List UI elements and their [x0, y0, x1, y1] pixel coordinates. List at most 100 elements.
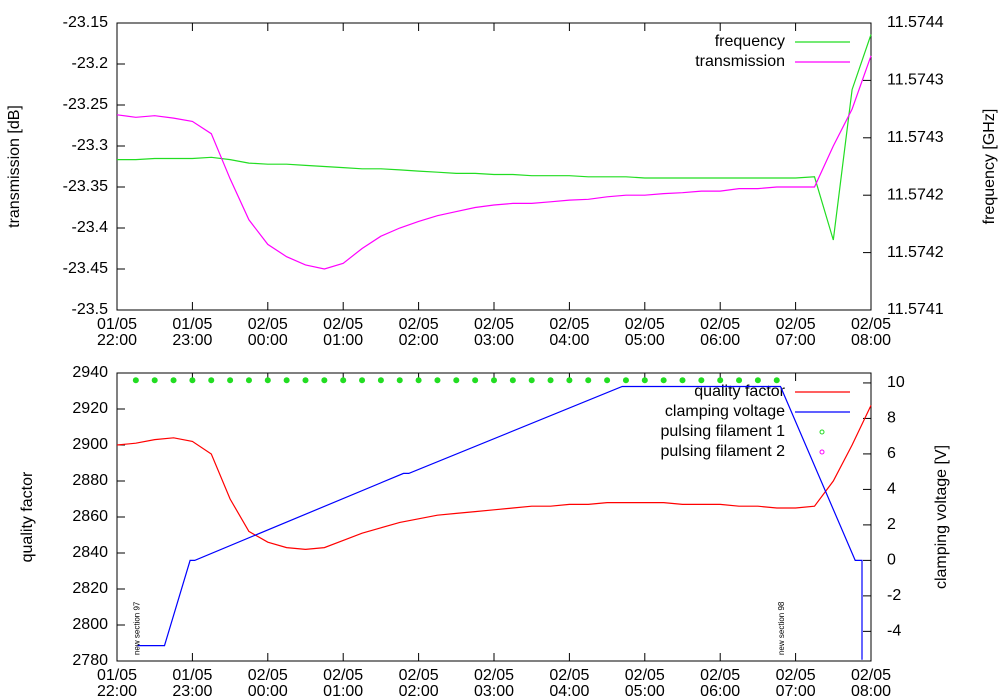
y2-tick-label: 11.5742 — [887, 244, 944, 261]
x-tick-label: 01/05 23:00 — [172, 667, 213, 700]
x-tick-label: 02/05 00:00 — [247, 667, 288, 700]
x-tick-label: 02/05 04:00 — [549, 667, 590, 700]
data-point — [660, 377, 667, 384]
data-point — [773, 377, 780, 384]
x-tick-label: 02/05 01:00 — [323, 316, 364, 349]
x-tick-label: 02/05 05:00 — [624, 667, 665, 700]
y2-axis-label: frequency [GHz] — [981, 109, 998, 225]
y2-tick-label: 11.5743 — [887, 72, 944, 89]
y2-tick-label: -4 — [887, 623, 901, 640]
y2-tick-label: 10 — [887, 374, 905, 391]
y2-tick-label: 8 — [887, 410, 896, 427]
data-point — [754, 377, 761, 384]
y-tick-label: 2920 — [72, 400, 108, 417]
data-point — [509, 377, 516, 384]
y-tick-label: -23.15 — [63, 14, 108, 31]
x-tick-label: 02/05 03:00 — [473, 667, 515, 700]
data-point — [736, 377, 743, 384]
data-point — [340, 377, 347, 384]
data-point — [717, 377, 724, 384]
y-tick-label: 2840 — [72, 544, 108, 561]
x-tick-label: 01/05 22:00 — [96, 667, 138, 700]
data-point — [283, 377, 290, 384]
y2-tick-label: 6 — [887, 445, 896, 462]
y-tick-label: 2900 — [72, 436, 108, 453]
data-point — [604, 377, 611, 384]
x-tick-label: 02/05 02:00 — [398, 316, 439, 349]
y-tick-label: -23.5 — [72, 301, 109, 318]
data-point — [264, 377, 271, 384]
x-tick-label: 02/05 01:00 — [323, 667, 364, 700]
data-point — [453, 377, 460, 384]
y-tick-label: -23.4 — [72, 219, 109, 236]
annotation: new section 98 — [777, 601, 786, 655]
legend-label: frequency — [715, 33, 785, 50]
y-tick-label: 2860 — [72, 508, 108, 525]
data-point — [679, 377, 686, 384]
y-tick-label: 2800 — [72, 616, 108, 633]
data-point — [415, 377, 422, 384]
data-point — [472, 377, 479, 384]
y2-tick-label: 11.5742 — [887, 186, 944, 203]
y-tick-label: -23.25 — [63, 96, 108, 113]
data-point — [302, 377, 309, 384]
legend-label: pulsing filament 1 — [660, 423, 785, 440]
x-tick-label: 02/05 02:00 — [398, 667, 439, 700]
data-point — [585, 377, 592, 384]
y-tick-label: 2880 — [72, 472, 108, 489]
legend-symbol — [819, 429, 825, 435]
data-point — [189, 377, 196, 384]
data-point — [321, 377, 328, 384]
y2-tick-label: 4 — [887, 481, 896, 498]
x-tick-label: 02/05 06:00 — [700, 667, 741, 700]
series-line — [137, 385, 863, 660]
x-tick-label: 02/05 04:00 — [549, 316, 590, 349]
data-point — [208, 377, 215, 384]
legend-label: transmission — [695, 53, 785, 70]
data-point — [170, 377, 177, 384]
y-tick-label: -23.2 — [72, 55, 109, 72]
y-axis-label: quality factor — [19, 471, 36, 562]
annotation: new section 97 — [132, 601, 141, 655]
y2-tick-label: 0 — [887, 552, 896, 569]
series-line — [116, 55, 872, 270]
data-point — [434, 377, 441, 384]
data-point — [491, 377, 497, 384]
data-point — [547, 377, 554, 384]
x-tick-label: 01/05 22:00 — [96, 316, 138, 349]
data-point — [641, 377, 648, 384]
x-tick-label: 02/05 03:00 — [473, 316, 515, 349]
x-tick-label: 02/05 08:00 — [850, 667, 892, 700]
series-line — [117, 34, 872, 241]
x-tick-label: 02/05 00:00 — [247, 316, 288, 349]
y-tick-label: 2820 — [72, 580, 108, 597]
data-point — [227, 377, 234, 384]
legend-label: clamping voltage — [665, 403, 785, 420]
data-point — [622, 377, 629, 384]
x-tick-label: 02/05 08:00 — [850, 316, 892, 349]
y2-tick-label: 11.5741 — [887, 301, 944, 318]
y2-axis-label: clamping voltage [V] — [933, 445, 950, 589]
y2-tick-label: 11.5743 — [887, 129, 944, 146]
y2-tick-label: -2 — [887, 587, 901, 604]
data-point — [151, 377, 158, 384]
data-point — [698, 377, 705, 384]
legend-label: quality factor — [694, 383, 785, 400]
data-point — [528, 377, 535, 384]
x-tick-label: 02/05 07:00 — [775, 667, 816, 700]
x-tick-label: 02/05 05:00 — [624, 316, 665, 349]
data-point — [359, 377, 366, 384]
data-point — [396, 377, 403, 384]
y2-tick-label: 11.5744 — [887, 14, 944, 31]
x-tick-label: 02/05 06:00 — [700, 316, 741, 349]
legend-label: pulsing filament 2 — [660, 443, 785, 460]
data-point — [377, 377, 384, 384]
y2-tick-label: 2 — [887, 516, 896, 533]
y-tick-label: 2780 — [72, 652, 108, 669]
x-tick-label: 01/05 23:00 — [172, 316, 213, 349]
y-tick-label: -23.3 — [72, 137, 109, 154]
legend-symbol — [819, 449, 825, 455]
series-line — [116, 405, 872, 551]
